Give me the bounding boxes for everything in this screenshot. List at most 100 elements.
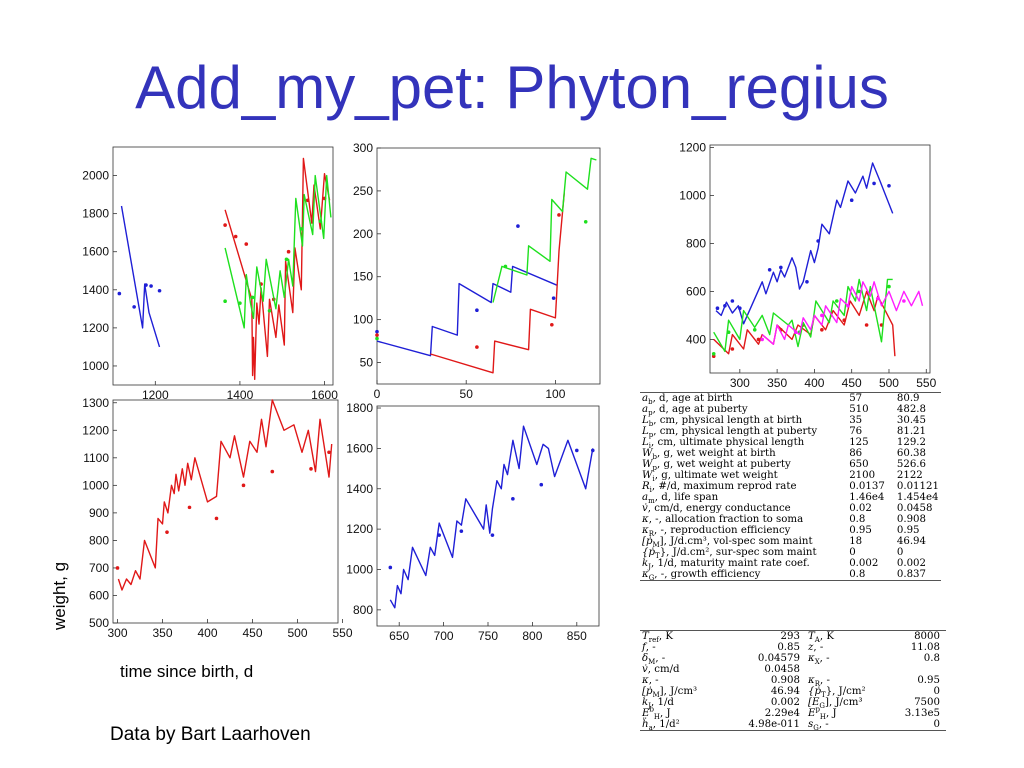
data-point-green [583, 220, 588, 224]
param-description: Ri, #/d, maximum reprod rate [642, 481, 797, 495]
data-point-green [318, 219, 323, 224]
table-row: {ṗT}, J/d.cm², sur-spec som maint 0 0 [640, 547, 941, 561]
predicted-value: 80.9 [896, 393, 920, 404]
data-point-red [327, 450, 331, 455]
x-tick-label: 750 [478, 629, 498, 643]
data-point-blue [375, 329, 379, 334]
y-tick-label: 1600 [82, 245, 109, 259]
predicted-value: 0.837 [896, 569, 927, 580]
predicted-value: 2122 [896, 470, 923, 481]
param-description: {ṗT}, J/d.cm², sur-spec som maint [642, 547, 817, 561]
table-row: k̇J, 1/d 0.002 [EG], J/cm³ 7500 [640, 697, 946, 711]
x-tick-label: 400 [804, 376, 824, 390]
param-value: 46.94 [770, 686, 800, 697]
plot-frame [112, 146, 334, 386]
data-point-magenta [875, 296, 880, 301]
param-description: κ, -, allocation fraction to soma [642, 514, 804, 525]
chart-2: 50 100 150 200 250 300 0 50 100 [353, 141, 601, 401]
x-tick-label: 50 [460, 387, 474, 401]
x-tick-label: 500 [287, 626, 307, 640]
data-point-blue [575, 448, 579, 453]
plot-frame [709, 144, 931, 374]
data-point-red [375, 333, 379, 337]
data-point-red [165, 530, 169, 534]
data-point-blue [475, 308, 479, 312]
param-name: κX, - [808, 653, 830, 667]
x-tick-label: 100 [545, 387, 565, 401]
data-point-green [223, 299, 227, 304]
table-row: δM, - 0.04579 κX, - 0.8 [640, 653, 946, 667]
predicted-value: 526.6 [896, 459, 927, 470]
observed-value: 650 [849, 459, 869, 470]
data-point-red [187, 505, 192, 510]
data-point-blue [779, 265, 783, 270]
chart-panel-5: 800 1000 1200 1400 1600 1800 650 700 750 800 850 [346, 401, 600, 643]
data-point-green [887, 284, 891, 289]
predicted-value: 30.45 [896, 415, 927, 426]
chart-panel-1: 1000 1200 1400 1600 1800 2000 1200 1400 1600 [82, 146, 338, 402]
data-point-red [730, 347, 735, 351]
param-description: Lb, cm, physical length at birth [642, 415, 803, 429]
y-tick-label: 1400 [82, 283, 109, 297]
parameter-table-model: Tref, K 293 TA, K 8000 f, -0.85 z, -11.08 δM, … [640, 630, 946, 732]
param-value: 0.8 [923, 653, 940, 664]
observed-value: 0.02 [849, 503, 872, 514]
data-point-blue [511, 497, 515, 501]
param-name: κ, - [642, 675, 659, 686]
table-row: Li, cm, ultimate physical length 125 129.2 [640, 437, 941, 450]
data-point-magenta [793, 330, 798, 334]
x-tick-label: 800 [522, 629, 542, 643]
param-value: 0 [933, 686, 940, 697]
y-tick-label: 600 [89, 588, 109, 602]
y-tick-label: 1000 [346, 562, 373, 576]
data-point-blue [437, 533, 441, 537]
x-tick-label: 1200 [142, 388, 169, 402]
data-point-green [503, 264, 508, 269]
observed-value: 1.46e4 [849, 492, 885, 503]
y-tick-label: 100 [353, 313, 373, 327]
data-point-blue [590, 448, 595, 453]
observed-value: 76 [849, 426, 863, 437]
x-tick-label: 1600 [311, 388, 338, 402]
observed-value: 0.8 [849, 569, 866, 580]
data-point-blue [516, 224, 520, 228]
plot-frame [376, 147, 601, 385]
param-name: [EG], J/cm³ [808, 697, 863, 711]
predicted-value: 0.01121 [896, 481, 939, 492]
data-point-blue [872, 181, 876, 186]
observed-value: 0 [849, 547, 856, 558]
table-row: Tref, K 293 TA, K 8000 [640, 631, 946, 644]
table-row: κ, - 0.908 κR, - 0.95 [640, 675, 946, 689]
observed-value: 0.95 [849, 525, 872, 536]
data-point-blue [132, 305, 136, 309]
table-row: ḧa, 1/d² 4.98e-011 sG, - 0 [640, 719, 946, 732]
data-point-red [550, 322, 554, 327]
param-description: Lp, cm, physical length at puberty [642, 426, 818, 440]
param-name: κR, - [808, 675, 830, 689]
x-tick-label: 350 [152, 626, 172, 640]
y-tick-label: 900 [89, 506, 109, 520]
table-row: κ, -, allocation fraction to soma 0.8 0.90… [640, 514, 941, 525]
data-point-red [270, 469, 275, 474]
param-name: EbH, J [642, 705, 671, 722]
series-line-green [713, 278, 893, 353]
param-description: ap, d, age at puberty [642, 404, 748, 418]
y-tick-label: 200 [353, 227, 373, 241]
y-tick-label: 50 [360, 356, 374, 370]
predicted-value: 0.002 [896, 558, 927, 569]
y-tick-label: 400 [686, 332, 706, 346]
y-tick-label: 700 [89, 561, 109, 575]
param-description: ab, d, age at birth [642, 393, 733, 407]
x-tick-label: 700 [434, 629, 454, 643]
chart-panel-3: 400 600 800 1000 1200 300 350 400 450 500 550 [679, 140, 936, 390]
series-line-red [117, 399, 333, 591]
data-credit: Data by Bart Laarhoven [110, 724, 311, 745]
parameter-table-observed: ab, d, age at birth 57 80.9 ap, d, age at p… [640, 392, 941, 582]
predicted-value: 482.8 [896, 404, 927, 415]
data-point-green [375, 336, 379, 341]
data-point-green [726, 330, 731, 334]
data-point-blue [539, 482, 544, 487]
data-point-red [756, 337, 761, 342]
data-point-blue [388, 565, 393, 570]
table-row: EbH, J 2.29e4 EpH, J 3.13e5 [640, 705, 946, 722]
